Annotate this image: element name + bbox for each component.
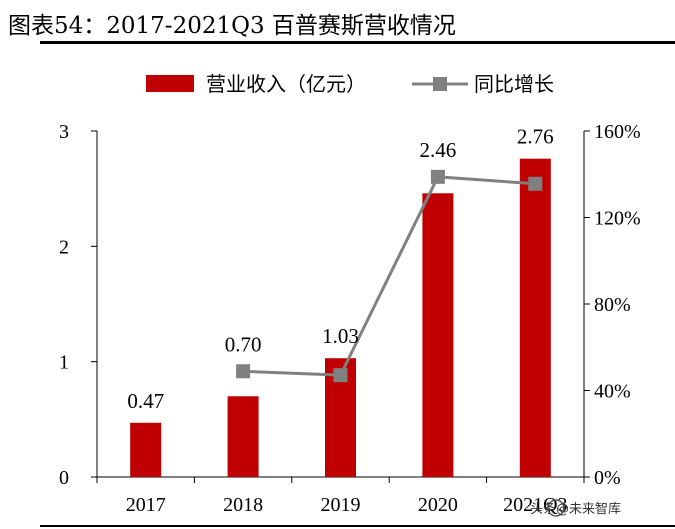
data-labels: 0.47 0.70 1.03 2.46 2.76 [127, 125, 553, 413]
growth-marker [333, 368, 348, 383]
legend-line-label: 同比增长 [474, 72, 554, 96]
watermark-logo-icon [547, 499, 565, 517]
legend: 营业收入（亿元） 同比增长 [146, 72, 554, 96]
x-tick-label: 2017 [126, 494, 166, 516]
left-tick-label: 3 [59, 121, 69, 143]
growth-line [236, 169, 543, 383]
watermark-text: 头条@未来智库 [530, 501, 621, 517]
legend-line-marker [433, 77, 447, 91]
bar-value-label: 2.46 [420, 138, 457, 162]
chart-title: 图表54：2017-2021Q3 百普赛斯营收情况 [8, 13, 456, 39]
legend-bar-label: 营业收入（亿元） [206, 72, 366, 96]
bottom-rule [40, 525, 675, 527]
x-tick-label: 2019 [321, 494, 361, 516]
left-tick-label: 1 [59, 352, 69, 374]
axes: 0 1 2 3 0% 40% 80% 120% 160% 2017 2018 2019 2020 2021… [59, 121, 641, 516]
bar-value-label: 1.03 [322, 324, 359, 348]
revenue-bar [519, 158, 551, 477]
growth-marker [430, 169, 445, 184]
legend-bar-swatch [146, 75, 194, 92]
bar-value-label: 0.70 [225, 332, 262, 356]
growth-marker [236, 364, 251, 379]
left-tick-label: 0 [59, 467, 69, 489]
growth-marker [528, 176, 543, 191]
right-tick-label: 120% [594, 208, 641, 230]
revenue-bar [422, 193, 454, 477]
revenue-bar [130, 422, 162, 477]
x-tick-label: 2018 [223, 494, 263, 516]
right-tick-label: 80% [594, 294, 631, 316]
watermark: 头条@未来智库 [530, 499, 621, 517]
x-tick-label: 2020 [418, 494, 458, 516]
bar-value-label: 2.76 [517, 125, 554, 149]
left-tick-label: 2 [59, 236, 69, 258]
right-tick-label: 160% [594, 121, 641, 143]
right-tick-label: 0% [594, 467, 621, 489]
x-tick-label: 2021Q3 [503, 494, 567, 516]
right-tick-label: 40% [594, 381, 631, 403]
growth-line-path [243, 175, 536, 377]
bars [130, 158, 551, 477]
revenue-bar [227, 396, 259, 477]
title-rule [40, 41, 675, 44]
bar-value-label: 0.47 [127, 389, 164, 413]
